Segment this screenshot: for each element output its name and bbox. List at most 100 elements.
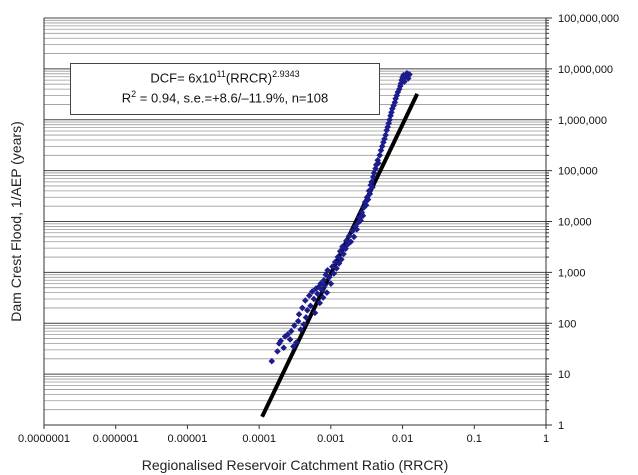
fit-line	[260, 93, 420, 418]
data-point	[353, 226, 361, 233]
data-point	[357, 217, 364, 224]
data-point	[362, 201, 370, 209]
data-point	[369, 184, 376, 191]
data-point	[294, 317, 302, 325]
data-point	[268, 357, 276, 365]
statistics-line: R2 = 0.94, s.e.=+8.6/–11.9%, n=108	[71, 89, 379, 105]
data-point	[329, 263, 336, 270]
data-point	[302, 314, 310, 321]
data-point	[358, 209, 366, 216]
data-point	[316, 299, 324, 307]
x-tick-label: 0.1	[467, 433, 482, 445]
data-point	[331, 258, 339, 266]
data-point	[318, 286, 326, 294]
data-point	[385, 120, 392, 127]
data-point	[338, 256, 345, 263]
data-point	[340, 250, 347, 258]
y-tick-label: 10,000	[558, 217, 592, 229]
axes	[43, 17, 552, 429]
data-point	[343, 237, 350, 244]
data-point	[311, 309, 319, 317]
data-point	[275, 340, 283, 347]
x-tick-label: 0.0001	[242, 433, 276, 445]
y-tick-label: 10	[558, 369, 570, 381]
x-axis-title: Regionalised Reservoir Catchment Ratio (…	[142, 457, 449, 473]
data-point	[324, 266, 331, 274]
data-point	[344, 241, 351, 248]
data-point	[365, 187, 373, 195]
data-point	[307, 302, 314, 310]
eq-variable: (RRCR)	[225, 70, 273, 86]
data-point	[325, 274, 333, 281]
r-squared-exponent: 2	[131, 89, 137, 100]
eq-exponent-coefficient: 11	[216, 69, 226, 79]
data-point	[345, 232, 353, 240]
data-point	[327, 280, 335, 287]
data-point	[291, 322, 298, 329]
data-point	[393, 92, 401, 99]
data-point	[359, 212, 367, 220]
data-point	[304, 306, 311, 314]
data-point	[350, 233, 358, 241]
data-point	[321, 282, 328, 289]
y-axis-title: Dam Crest Flood, 1/AEP (years)	[8, 121, 24, 321]
data-points	[268, 69, 413, 365]
y-tick-label: 100,000	[558, 166, 598, 178]
data-point	[392, 95, 399, 102]
x-tick-label: 0.000001	[93, 433, 139, 445]
data-point	[347, 238, 355, 246]
equation-box: DCF= 6x1011(RRCR)2.9343 R2 = 0.94, s.e.=…	[70, 63, 380, 115]
data-point	[286, 336, 294, 343]
eq-prefix: DCF= 6x10	[150, 70, 217, 86]
data-point	[290, 343, 297, 350]
data-point	[277, 337, 285, 345]
data-point	[364, 196, 372, 203]
data-point	[375, 159, 382, 167]
data-point	[361, 198, 369, 206]
equation-line: DCF= 6x1011(RRCR)2.9343	[71, 69, 379, 85]
data-point	[394, 88, 402, 96]
data-point	[299, 304, 306, 312]
data-point	[335, 260, 343, 267]
data-point	[300, 321, 308, 328]
data-point	[301, 297, 309, 304]
data-point	[372, 165, 379, 172]
data-point	[330, 270, 338, 277]
data-point	[382, 131, 389, 139]
data-point	[356, 214, 363, 221]
eq-exponent: 2.9343	[272, 69, 300, 79]
data-point	[310, 295, 318, 303]
r-squared-symbol: R	[121, 90, 132, 106]
data-point	[287, 327, 295, 335]
data-point	[376, 152, 384, 159]
data-point	[295, 310, 303, 318]
data-point	[401, 78, 408, 85]
tick-labels: 0.0000001 0.000001 0.00001 0.0001 0.001 0.01 0…	[18, 13, 619, 445]
data-point	[349, 227, 356, 235]
data-point	[342, 245, 349, 253]
data-point	[334, 253, 342, 261]
data-point	[339, 243, 346, 250]
data-point	[381, 135, 388, 143]
x-tick-label: 1	[543, 433, 549, 445]
data-point	[320, 276, 328, 284]
data-point	[368, 178, 375, 186]
y-tick-label: 100,000,000	[558, 13, 619, 25]
data-point	[280, 344, 287, 352]
data-point	[333, 265, 340, 272]
data-point	[354, 219, 362, 226]
y-tick-label: 100	[558, 318, 576, 330]
data-point	[274, 348, 281, 355]
y-tick-label: 1	[558, 420, 564, 432]
data-point	[293, 339, 300, 346]
x-tick-label: 0.01	[392, 433, 413, 445]
data-point	[404, 75, 412, 82]
y-tick-label: 10,000,000	[558, 64, 613, 76]
y-tick-label: 1,000	[558, 267, 586, 279]
data-point	[312, 285, 320, 292]
data-point	[319, 294, 327, 301]
data-point	[388, 109, 395, 116]
data-point	[403, 69, 411, 77]
data-point	[297, 326, 305, 333]
data-point	[336, 247, 344, 255]
